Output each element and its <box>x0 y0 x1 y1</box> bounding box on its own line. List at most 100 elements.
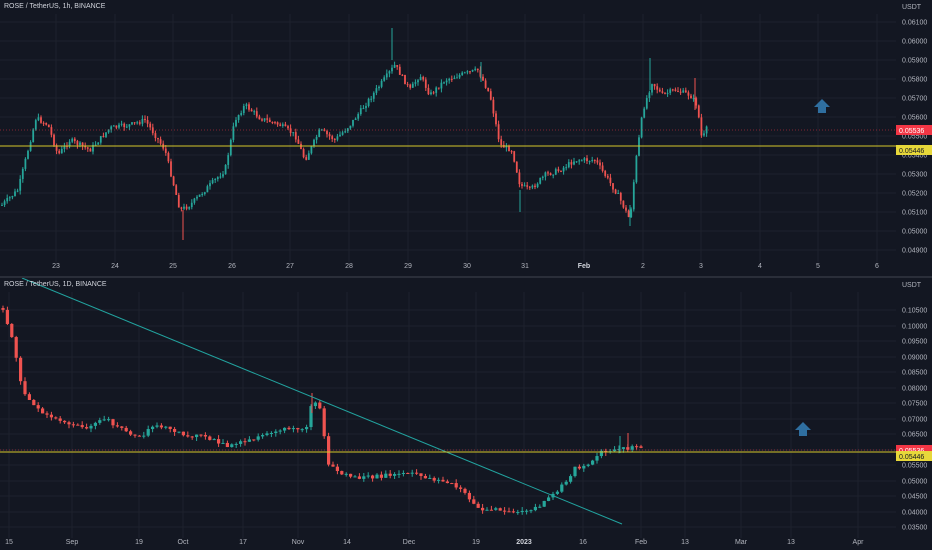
candle-body[interactable] <box>54 417 58 419</box>
candle-body[interactable] <box>229 139 232 156</box>
candle-body[interactable] <box>89 148 92 152</box>
candle-body[interactable] <box>94 144 97 146</box>
candle-body[interactable] <box>461 72 464 75</box>
candle-body[interactable] <box>21 168 24 179</box>
candle-body[interactable] <box>110 126 113 130</box>
candle-body[interactable] <box>331 464 335 467</box>
candle-body[interactable] <box>549 173 552 176</box>
candle-body[interactable] <box>124 427 128 432</box>
candle-body[interactable] <box>212 439 216 441</box>
candle-body[interactable] <box>536 183 539 188</box>
candle-body[interactable] <box>1 308 5 310</box>
candle-body[interactable] <box>397 473 401 475</box>
up-arrow-icon[interactable] <box>795 422 811 436</box>
candle-body[interactable] <box>302 149 305 158</box>
candle-body[interactable] <box>459 487 463 489</box>
candle-body[interactable] <box>253 111 256 113</box>
candle-body[interactable] <box>635 446 639 448</box>
candle-body[interactable] <box>294 132 297 140</box>
candle-body[interactable] <box>336 136 339 140</box>
candle-body[interactable] <box>81 142 84 147</box>
candle-body[interactable] <box>6 198 9 202</box>
candle-body[interactable] <box>427 87 430 95</box>
candle-body[interactable] <box>195 434 199 438</box>
candle-body[interactable] <box>492 99 495 114</box>
candle-body[interactable] <box>107 419 111 421</box>
candle-body[interactable] <box>398 66 401 75</box>
candle-body[interactable] <box>300 429 304 431</box>
candle-body[interactable] <box>489 509 493 511</box>
candle-body[interactable] <box>76 140 79 145</box>
candle-body[interactable] <box>278 430 282 432</box>
candle-body[interactable] <box>450 483 454 485</box>
candle-body[interactable] <box>679 91 682 93</box>
candle-body[interactable] <box>159 139 162 144</box>
candle-body[interactable] <box>422 77 425 80</box>
candle-body[interactable] <box>341 132 344 135</box>
candle-body[interactable] <box>71 424 75 426</box>
candle-body[interactable] <box>131 122 133 125</box>
candle-body[interactable] <box>482 76 484 81</box>
candle-body[interactable] <box>533 506 537 511</box>
candle-body[interactable] <box>552 174 555 176</box>
candle-body[interactable] <box>318 129 321 137</box>
candle-body[interactable] <box>562 167 565 172</box>
candle-body[interactable] <box>11 196 14 198</box>
candle-body[interactable] <box>542 500 546 507</box>
candle-body[interactable] <box>186 435 190 437</box>
candle-body[interactable] <box>89 425 93 429</box>
candle-body[interactable] <box>677 90 679 92</box>
candle-body[interactable] <box>567 162 570 168</box>
candle-body[interactable] <box>648 92 651 99</box>
candle-body[interactable] <box>570 162 573 165</box>
candle-body[interactable] <box>485 509 489 511</box>
candle-body[interactable] <box>250 109 253 112</box>
candle-body[interactable] <box>580 160 583 162</box>
daily-chart-pane[interactable]: USDT 0.10500 0.10000 0.09500 0.09000 0.08500 0… <box>0 278 932 550</box>
candle-body[interactable] <box>40 117 42 123</box>
candle-body[interactable] <box>612 183 614 190</box>
candle-body[interactable] <box>157 138 159 140</box>
candle-body[interactable] <box>443 82 445 84</box>
candle-body[interactable] <box>305 427 309 430</box>
candle-body[interactable] <box>219 176 222 178</box>
candle-body[interactable] <box>515 161 518 173</box>
candle-body[interactable] <box>456 77 458 79</box>
candle-body[interactable] <box>307 153 310 160</box>
candle-body[interactable] <box>154 133 157 139</box>
candle-body[interactable] <box>454 483 458 488</box>
candle-body[interactable] <box>500 139 503 145</box>
candle-body[interactable] <box>617 192 620 194</box>
candle-body[interactable] <box>365 105 367 109</box>
candle-body[interactable] <box>560 484 564 492</box>
candle-body[interactable] <box>428 477 432 479</box>
candle-body[interactable] <box>177 431 181 433</box>
candle-body[interactable] <box>255 111 258 117</box>
candle-body[interactable] <box>112 125 115 127</box>
candle-body[interactable] <box>404 74 406 85</box>
candle-body[interactable] <box>80 425 84 428</box>
candle-body[interactable] <box>67 422 71 425</box>
candle-body[interactable] <box>671 89 674 91</box>
candle-body[interactable] <box>432 92 435 94</box>
candle-body[interactable] <box>123 123 126 128</box>
candle-body[interactable] <box>237 115 240 120</box>
candle-body[interactable] <box>385 73 388 78</box>
candle-body[interactable] <box>136 122 139 124</box>
candle-body[interactable] <box>265 433 269 436</box>
candle-body[interactable] <box>85 427 89 429</box>
candle-body[interactable] <box>5 309 9 324</box>
candle-body[interactable] <box>472 499 476 504</box>
candle-body[interactable] <box>63 145 66 149</box>
candle-body[interactable] <box>188 207 191 209</box>
candle-body[interactable] <box>419 473 423 477</box>
candle-body[interactable] <box>346 128 349 132</box>
candle-body[interactable] <box>239 441 243 444</box>
candle-body[interactable] <box>518 172 521 185</box>
candle-body[interactable] <box>92 144 94 152</box>
candle-body[interactable] <box>279 124 282 126</box>
candle-body[interactable] <box>586 464 590 466</box>
candle-body[interactable] <box>353 476 357 478</box>
candle-body[interactable] <box>287 427 291 430</box>
candle-body[interactable] <box>516 512 520 514</box>
